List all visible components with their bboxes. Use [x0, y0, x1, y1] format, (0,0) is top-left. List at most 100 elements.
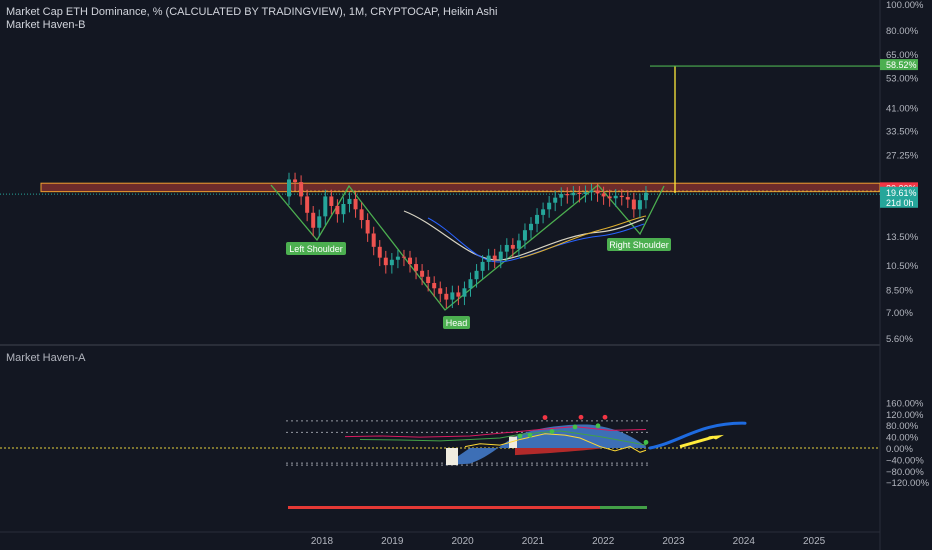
candle-body — [323, 196, 328, 217]
price-tick-label: 27.25% — [886, 151, 919, 162]
osc-tick-label: −40.00% — [886, 455, 924, 466]
head-label: Head — [443, 316, 470, 329]
candle-body — [607, 196, 612, 199]
candle-body — [553, 197, 558, 203]
head-badge — [443, 316, 470, 329]
candle-body — [492, 255, 497, 260]
candle-body — [541, 209, 546, 215]
resistance-zone[interactable] — [0, 182, 881, 195]
candle-body — [426, 276, 431, 284]
price-badge — [880, 196, 918, 208]
ma-long — [403, 210, 645, 261]
osc-green-line — [359, 430, 647, 446]
candle-body — [486, 255, 491, 262]
candle-body — [595, 190, 600, 194]
osc-blue-area — [445, 424, 646, 466]
candle-body — [625, 197, 630, 200]
osc-dot — [549, 429, 555, 434]
osc-dot — [517, 433, 523, 439]
candle-body — [613, 195, 618, 199]
candle-body — [444, 293, 449, 300]
candle-body — [547, 202, 552, 210]
price-tick-label: 100.00% — [886, 0, 924, 11]
pane-divider[interactable] — [0, 344, 880, 346]
price-badge-text: 21d 0h — [886, 198, 914, 208]
candle-body — [565, 194, 570, 196]
candle-body — [510, 244, 515, 249]
candle-body — [401, 256, 406, 258]
chart-title[interactable]: Market Cap ETH Dominance, % (CALCULATED … — [6, 6, 498, 18]
osc-tick-label: −80.00% — [886, 467, 924, 478]
time-tick-label: 2022 — [592, 536, 615, 547]
candle-body — [341, 203, 346, 215]
candle-body — [571, 192, 576, 196]
time-axis[interactable]: 2018 2019 2020 2021 2022 2023 2024 2025 — [311, 536, 826, 547]
candle-body — [353, 198, 358, 210]
forecast-arrow-head — [708, 434, 724, 440]
indicator-bottom-title[interactable]: Market Haven-A — [6, 352, 86, 364]
candle-body — [498, 251, 503, 260]
candle-body — [438, 288, 443, 294]
candle-body — [474, 270, 479, 280]
target-projection[interactable] — [650, 65, 880, 194]
candle-body — [535, 214, 540, 224]
osc-white-bar — [446, 448, 458, 466]
osc-tick-label: 160.00% — [886, 398, 924, 409]
left-shoulder-label: Left Shoulder — [286, 242, 346, 255]
left-shoulder-badge — [286, 242, 346, 255]
candle-body — [432, 283, 437, 289]
head-text: Head — [446, 318, 468, 328]
osc-signal-dot — [602, 414, 608, 420]
price-tick-label: 65.00% — [886, 50, 919, 61]
candle-body — [383, 257, 388, 266]
osc-dot — [643, 439, 649, 445]
osc-dot — [595, 423, 601, 429]
osc-tick-label: 0.00% — [886, 444, 913, 455]
right-shoulder-label: Right Shoulder — [607, 238, 671, 251]
osc-tick-label: 80.00% — [886, 421, 919, 432]
osc-red-area — [515, 448, 600, 456]
price-badge-text: 19.61% — [886, 188, 917, 198]
oscillator-axis[interactable]: 160.00%120.00%80.00%40.00%0.00%−40.00%−8… — [886, 398, 930, 489]
osc-yellow-line — [464, 433, 647, 453]
candle-body — [389, 259, 394, 266]
osc-status-red — [288, 506, 600, 509]
price-tick-label: 80.00% — [886, 26, 919, 37]
time-tick-label: 2020 — [451, 536, 474, 547]
candle-body — [317, 216, 322, 228]
candle-body — [377, 246, 382, 258]
price-axis[interactable]: 100.00% 80.00% 65.00% 53.00% 41.00% 33.50% 27.… — [880, 0, 924, 345]
candle-body — [329, 196, 334, 206]
forecast-arrow-shaft — [679, 435, 714, 449]
osc-dot — [527, 432, 533, 438]
right-shoulder-badge — [607, 238, 671, 251]
time-tick-label: 2019 — [381, 536, 404, 547]
osc-signal-dot — [578, 414, 584, 420]
osc-magenta-line — [344, 426, 647, 438]
candle-body — [371, 233, 376, 247]
osc-tick-label: −120.00% — [886, 478, 930, 489]
candle-body — [450, 292, 455, 300]
osc-tick-label: 120.00% — [886, 410, 924, 421]
price-badge — [880, 186, 918, 198]
price-tick-label: 5.60% — [886, 334, 913, 345]
candle-body — [529, 223, 533, 231]
time-tick-label: 2023 — [662, 536, 685, 547]
candle-body — [420, 270, 425, 277]
candle-body — [589, 190, 594, 193]
indicator-top-title[interactable]: Market Haven-B — [6, 19, 86, 31]
candle-body — [601, 193, 606, 197]
head-shoulders-pattern[interactable] — [270, 184, 665, 311]
candle-body — [359, 209, 364, 221]
resistance-box — [40, 182, 881, 193]
candle-body — [293, 179, 298, 183]
price-tick-label: 7.00% — [886, 308, 913, 319]
time-tick-label: 2024 — [733, 536, 756, 547]
candle-body — [522, 230, 527, 241]
price-tick-label: 13.50% — [886, 232, 919, 243]
candle-body — [462, 288, 467, 297]
candle-body — [287, 179, 291, 197]
candle-body — [643, 192, 648, 201]
moving-averages — [403, 210, 647, 263]
